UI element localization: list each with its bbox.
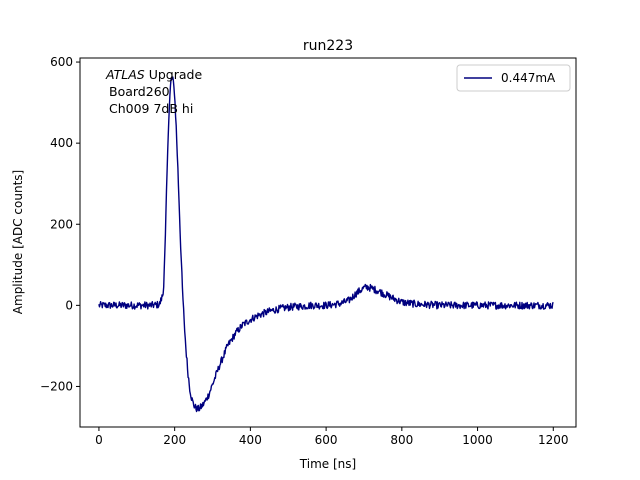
x-tick-label-1: 200 <box>163 433 186 447</box>
series-line-0 <box>98 76 554 413</box>
legend-box <box>456 64 571 92</box>
x-axis-label: Time [ns] <box>299 457 356 471</box>
axes-frame <box>79 57 577 428</box>
legend-entry-0: 0.447mA <box>501 71 556 85</box>
atlas-suffix: Upgrade <box>145 67 203 82</box>
x-tick-label-5: 1000 <box>462 433 493 447</box>
y-axis-ticks: −200 0 200 400 600 <box>40 55 80 393</box>
y-tick-label-2: 200 <box>50 217 73 231</box>
y-tick-label-0: −200 <box>40 379 73 393</box>
x-axis-ticks: 0 200 400 600 800 1000 1200 <box>95 427 569 447</box>
x-tick-label-0: 0 <box>95 433 103 447</box>
x-tick-label-2: 400 <box>239 433 262 447</box>
x-tick-label-3: 600 <box>315 433 338 447</box>
y-tick-label-4: 600 <box>50 55 73 69</box>
x-tick-label-6: 1200 <box>538 433 569 447</box>
chart-title: run223 <box>303 38 353 54</box>
y-axis-label: Amplitude [ADC counts] <box>11 170 25 314</box>
atlas-label: ATLAS Upgrade <box>105 67 202 82</box>
board-label: Board260 <box>109 84 170 99</box>
channel-label: Ch009 7dB hi <box>109 101 193 116</box>
y-tick-label-1: 0 <box>65 298 73 312</box>
atlas-experiment: ATLAS <box>105 67 145 82</box>
atlas-annotation: ATLAS Upgrade Board260 Ch009 7dB hi <box>105 67 202 116</box>
plot-series-layer <box>98 76 554 413</box>
legend: 0.447mA <box>456 64 571 92</box>
y-tick-label-3: 400 <box>50 136 73 150</box>
x-tick-label-4: 800 <box>390 433 413 447</box>
